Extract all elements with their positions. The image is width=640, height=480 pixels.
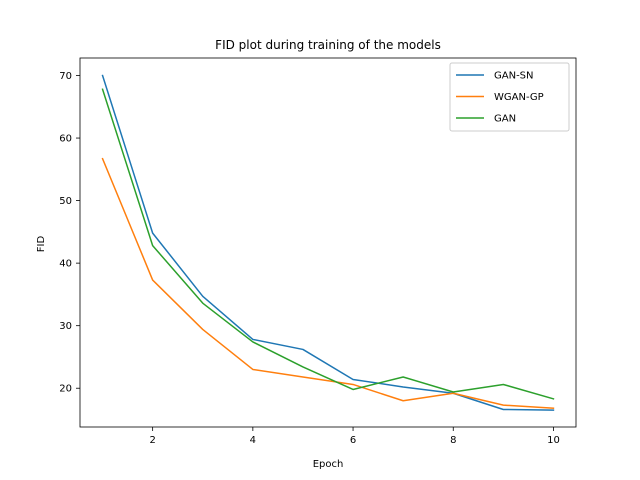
y-tick-label: 40 <box>59 259 72 270</box>
x-tick-label: 2 <box>149 435 155 446</box>
plot-area: 2 4 6 8 10 20 30 40 50 60 70 <box>59 57 577 446</box>
y-tick-label: 60 <box>59 134 72 145</box>
axes-frame <box>79 57 577 428</box>
x-tick-label: 10 <box>547 435 560 446</box>
y-tick-label: 50 <box>59 196 72 207</box>
y-tick-label: 70 <box>59 71 72 82</box>
series-line-gan <box>101 88 555 400</box>
x-tick-label: 6 <box>350 435 356 446</box>
y-tick-label: 20 <box>59 384 72 395</box>
y-axis-label: FID <box>36 236 47 253</box>
x-tick-label: 8 <box>450 435 456 446</box>
series-line-wgan-gp <box>101 157 555 410</box>
legend-box <box>449 62 570 132</box>
chart-title: FID plot during training of the models <box>215 38 441 52</box>
x-axis-label: Epoch <box>313 459 344 470</box>
series-line-gan-sn <box>101 74 555 411</box>
legend: GAN-SN WGAN-GP GAN <box>449 62 570 132</box>
legend-label-wgan-gp: WGAN-GP <box>494 92 544 103</box>
y-tick-label: 30 <box>59 321 72 332</box>
legend-label-gan-sn: GAN-SN <box>494 71 534 82</box>
legend-label-gan: GAN <box>494 114 516 125</box>
x-tick-label: 4 <box>250 435 256 446</box>
